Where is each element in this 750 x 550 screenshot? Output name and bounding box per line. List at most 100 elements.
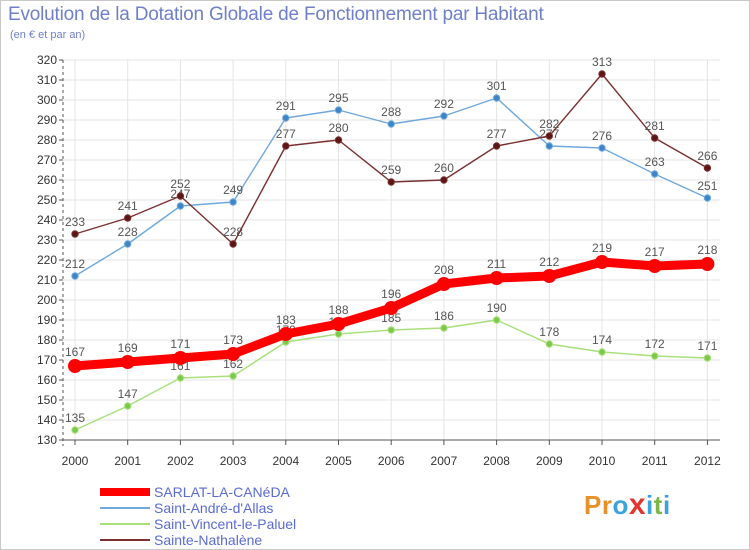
series-3-data-label: 233 <box>65 215 85 229</box>
series-2-point <box>124 402 132 410</box>
series-3: 233 241 252 228 277 280 259 260 277 282 313 281 266 <box>65 55 718 248</box>
series-3-data-label: 280 <box>328 121 348 135</box>
x-tick-label: 2006 <box>378 454 405 468</box>
series-0-point <box>595 255 609 269</box>
series-1-point <box>440 112 448 120</box>
series-1-point <box>545 142 553 150</box>
series-0-data-label: 208 <box>434 263 454 277</box>
y-tick-label: 290 <box>37 113 57 127</box>
series-3-data-label: 281 <box>645 119 665 133</box>
series-2: 135147161162179183185186190178174172171 <box>65 301 718 434</box>
series-3-data-label: 282 <box>539 117 559 131</box>
series-1-point <box>71 272 79 280</box>
series-1-point <box>651 170 659 178</box>
series-3-point <box>334 136 343 144</box>
y-tick-label: 140 <box>37 413 57 427</box>
series-2-data-label: 135 <box>65 411 85 425</box>
series-1-data-label: 212 <box>65 257 85 271</box>
series-1-point <box>334 106 343 114</box>
x-tick-label: 2002 <box>167 454 194 468</box>
series-1: 212228247249291295288292301277276263251 <box>65 79 718 280</box>
y-tick-label: 190 <box>37 313 57 327</box>
series-0-point <box>647 259 662 273</box>
series-3-point <box>229 240 237 248</box>
y-tick-label: 180 <box>37 333 57 347</box>
series-0: 167 169 171 173 183 188 196 208 211 212 219 217 218 <box>65 241 718 373</box>
series-1-point <box>703 194 712 202</box>
series-1-point <box>124 240 132 248</box>
series-0-data-label: 211 <box>487 257 506 271</box>
series-2-data-label: 178 <box>539 325 559 339</box>
series-3-data-label: 228 <box>223 225 243 239</box>
logo-letter: r <box>601 490 613 520</box>
series-1-data-label: 288 <box>381 105 401 119</box>
series-3-point <box>124 214 132 222</box>
series-2-point <box>71 426 79 434</box>
series-0-data-label: 219 <box>592 241 612 255</box>
x-tick-label: 2009 <box>536 454 563 468</box>
legend-swatch <box>100 539 150 541</box>
series-0-point <box>489 271 504 285</box>
y-tick-label: 230 <box>37 233 57 247</box>
y-tick-label: 130 <box>37 433 57 447</box>
y-tick-label: 150 <box>37 393 57 407</box>
proxiti-logo: Proxiti <box>584 488 671 522</box>
series-3-point <box>387 178 395 186</box>
series-1-data-label: 263 <box>645 155 665 169</box>
series-2-point <box>703 354 712 362</box>
series-2-point <box>598 348 606 356</box>
y-tick-label: 160 <box>37 373 57 387</box>
series-1-point <box>229 198 237 206</box>
series-1-point <box>387 120 395 128</box>
series-3-data-label: 266 <box>697 149 717 163</box>
series-2-point <box>492 316 501 324</box>
series-2-data-label: 147 <box>118 387 138 401</box>
series-3-point <box>703 164 712 172</box>
series-0-point <box>331 317 346 331</box>
series-0-point <box>120 355 135 369</box>
series-3-data-label: 277 <box>276 127 296 141</box>
legend-label: SARLAT-LA-CANéDA <box>154 484 290 500</box>
series-2-point <box>334 330 343 338</box>
series-0-point <box>436 277 451 291</box>
series-2-point <box>440 324 448 332</box>
series-3-point <box>176 192 185 200</box>
series-0-data-label: 217 <box>645 245 665 259</box>
y-tick-label: 170 <box>37 353 57 367</box>
series-2-data-label: 186 <box>434 309 454 323</box>
legend-label: Saint-André-d'Allas <box>154 500 274 516</box>
x-tick-label: 2012 <box>694 454 721 468</box>
series-3-point <box>492 142 501 150</box>
series-1-data-label: 292 <box>434 97 454 111</box>
series-1-data-label: 228 <box>118 225 138 239</box>
y-tick-label: 260 <box>37 173 57 187</box>
series-2-data-label: 174 <box>592 333 612 347</box>
y-tick-label: 300 <box>37 93 57 107</box>
series-1-data-label: 291 <box>276 99 296 113</box>
series-0-data-label: 188 <box>328 303 348 317</box>
series-0-point <box>700 257 715 271</box>
logo-letter: o <box>612 490 629 520</box>
chart-title: Evolution de la Dotation Globale de Fonc… <box>8 4 544 25</box>
y-tick-label: 210 <box>37 273 57 287</box>
series-0-point <box>68 359 82 373</box>
x-tick-label: 2007 <box>431 454 458 468</box>
series-2-data-label: 185 <box>381 311 401 325</box>
y-tick-label: 220 <box>37 253 57 267</box>
y-tick-label: 200 <box>37 293 57 307</box>
series-3-point <box>651 134 659 142</box>
series-2-data-label: 172 <box>645 337 665 351</box>
y-tick-label: 270 <box>37 153 57 167</box>
series-2-point <box>651 352 659 360</box>
series-2-point <box>176 374 185 382</box>
series-3-data-label: 241 <box>118 199 138 213</box>
series-1-data-label: 295 <box>328 91 348 105</box>
x-tick-label: 2003 <box>220 454 247 468</box>
x-tick-label: 2011 <box>642 454 668 468</box>
series-3-point <box>545 132 553 140</box>
series-1-data-label: 276 <box>592 129 612 143</box>
x-tick-label: 2001 <box>114 454 141 468</box>
x-tick-label: 2005 <box>325 454 352 468</box>
series-3-point <box>282 142 290 150</box>
